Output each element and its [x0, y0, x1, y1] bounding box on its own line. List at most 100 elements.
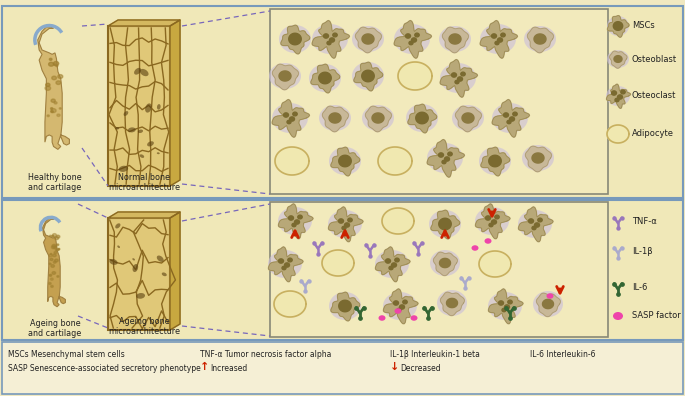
Bar: [270, 202, 608, 337]
Text: Normal bone
microarchitecture: Normal bone microarchitecture: [108, 173, 180, 192]
Ellipse shape: [51, 236, 53, 237]
Polygon shape: [372, 113, 384, 123]
Polygon shape: [289, 33, 301, 45]
Polygon shape: [427, 140, 464, 177]
Ellipse shape: [54, 64, 56, 65]
Ellipse shape: [56, 81, 61, 84]
Polygon shape: [525, 146, 551, 172]
Ellipse shape: [51, 109, 56, 112]
Polygon shape: [615, 98, 619, 102]
Polygon shape: [434, 252, 458, 276]
Ellipse shape: [56, 235, 60, 238]
Ellipse shape: [45, 86, 51, 90]
Polygon shape: [365, 106, 391, 132]
Ellipse shape: [53, 254, 56, 257]
Text: Osteoblast: Osteoblast: [632, 55, 677, 63]
Ellipse shape: [52, 272, 55, 274]
Polygon shape: [475, 204, 510, 239]
Polygon shape: [275, 147, 309, 175]
Polygon shape: [458, 77, 462, 81]
Polygon shape: [323, 106, 349, 132]
Polygon shape: [536, 293, 560, 317]
Ellipse shape: [278, 207, 312, 235]
Polygon shape: [333, 33, 337, 37]
Ellipse shape: [46, 83, 50, 87]
Polygon shape: [322, 250, 354, 276]
Ellipse shape: [492, 103, 528, 133]
Polygon shape: [312, 21, 349, 58]
Polygon shape: [499, 301, 503, 305]
Polygon shape: [339, 155, 351, 167]
Polygon shape: [497, 38, 503, 42]
Polygon shape: [462, 113, 474, 123]
Polygon shape: [397, 308, 401, 312]
Ellipse shape: [522, 145, 554, 171]
Polygon shape: [384, 289, 418, 324]
Polygon shape: [392, 263, 397, 267]
Polygon shape: [398, 62, 432, 90]
Polygon shape: [519, 207, 553, 242]
Polygon shape: [323, 34, 329, 38]
Text: Decreased: Decreased: [400, 364, 440, 373]
Text: ↑: ↑: [200, 362, 210, 372]
Polygon shape: [534, 223, 540, 227]
Polygon shape: [287, 120, 291, 124]
Text: IL-6: IL-6: [632, 284, 647, 293]
Polygon shape: [354, 62, 383, 91]
Polygon shape: [339, 300, 351, 312]
Polygon shape: [272, 100, 310, 137]
Polygon shape: [290, 117, 295, 121]
Ellipse shape: [51, 265, 54, 267]
Ellipse shape: [606, 86, 630, 106]
Ellipse shape: [58, 248, 60, 249]
Ellipse shape: [53, 261, 56, 263]
Polygon shape: [440, 60, 477, 97]
Polygon shape: [412, 38, 416, 42]
Ellipse shape: [138, 129, 143, 133]
Ellipse shape: [49, 254, 52, 257]
Polygon shape: [621, 90, 625, 94]
Ellipse shape: [162, 272, 166, 276]
Ellipse shape: [56, 65, 58, 67]
Polygon shape: [492, 34, 497, 38]
Ellipse shape: [147, 141, 154, 147]
Ellipse shape: [379, 315, 386, 321]
Polygon shape: [108, 20, 180, 26]
Ellipse shape: [55, 249, 58, 251]
Ellipse shape: [57, 244, 59, 246]
Ellipse shape: [53, 234, 56, 237]
Polygon shape: [403, 300, 407, 304]
Ellipse shape: [429, 210, 461, 238]
Polygon shape: [348, 218, 352, 222]
Polygon shape: [439, 218, 451, 230]
Ellipse shape: [383, 292, 417, 320]
Polygon shape: [279, 71, 291, 81]
Ellipse shape: [51, 108, 53, 109]
Ellipse shape: [329, 292, 361, 320]
Polygon shape: [284, 113, 288, 117]
Polygon shape: [331, 147, 360, 176]
Ellipse shape: [55, 259, 58, 262]
Polygon shape: [375, 247, 410, 282]
Polygon shape: [440, 258, 451, 268]
Polygon shape: [284, 263, 290, 267]
Polygon shape: [273, 64, 299, 90]
Polygon shape: [345, 223, 349, 227]
Text: IL-1β Interleukin-1 beta: IL-1β Interleukin-1 beta: [390, 350, 480, 359]
Text: ↓: ↓: [390, 362, 399, 372]
Ellipse shape: [480, 24, 516, 54]
Ellipse shape: [479, 147, 511, 175]
Polygon shape: [613, 22, 623, 30]
Text: SASP factor: SASP factor: [632, 312, 681, 320]
Ellipse shape: [329, 147, 361, 175]
Ellipse shape: [110, 259, 118, 265]
Polygon shape: [269, 247, 303, 282]
Polygon shape: [493, 100, 530, 137]
Ellipse shape: [272, 103, 308, 133]
Polygon shape: [440, 292, 464, 316]
Polygon shape: [495, 41, 499, 45]
Ellipse shape: [410, 315, 417, 321]
Polygon shape: [504, 305, 510, 309]
Polygon shape: [393, 301, 399, 305]
Polygon shape: [529, 219, 534, 223]
